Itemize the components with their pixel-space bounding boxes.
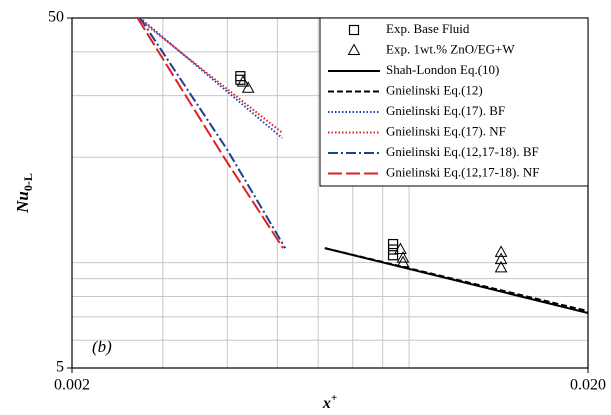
legend-box	[319, 17, 589, 187]
y-tick-label: 50	[48, 9, 64, 26]
series-line	[136, 18, 284, 249]
legend-label: Gnielinski Eq.(17). BF	[386, 103, 505, 118]
legend-label: Shah-London Eq.(10)	[386, 62, 499, 77]
legend-label: Exp. 1wt.% ZnO/EG+W	[386, 41, 515, 56]
x-tick-label: 0.002	[54, 377, 90, 394]
marker-triangle	[394, 242, 407, 255]
x-tick-label: 0.020	[570, 377, 606, 394]
legend-marker	[347, 43, 361, 55]
marker-triangle	[396, 251, 410, 263]
series-line	[136, 18, 283, 134]
series-line	[324, 247, 588, 313]
series-line	[139, 18, 283, 139]
marker-triangle	[494, 252, 508, 265]
marker-triangle	[494, 245, 508, 257]
y-label-sub: 0-L	[21, 173, 35, 191]
legend-label: Gnielinski Eq.(17). NF	[386, 123, 506, 138]
y-axis-label: Nu0-L	[13, 173, 35, 214]
marker-triangle	[236, 75, 250, 87]
y-tick-label: 5	[56, 359, 64, 376]
series-line	[139, 18, 287, 249]
marker-square	[387, 238, 399, 250]
marker-square	[387, 250, 399, 261]
marker-square	[387, 244, 399, 255]
marker-triangle	[494, 260, 508, 273]
legend-marker	[348, 24, 360, 36]
x-label-sup: +	[331, 392, 337, 404]
legend-label: Gnielinski Eq.(12,17-18). BF	[386, 144, 539, 159]
legend-label: Gnielinski Eq.(12)	[386, 82, 483, 97]
annotation: (b)	[92, 337, 112, 356]
y-label-main: Nu	[13, 191, 32, 214]
x-label-main: x	[322, 395, 331, 412]
legend-label: Exp. Base Fluid	[386, 21, 470, 36]
x-axis-label: x+	[322, 392, 337, 412]
marker-triangle	[241, 81, 255, 93]
legend-label: Gnielinski Eq.(12,17-18). NF	[386, 164, 539, 179]
